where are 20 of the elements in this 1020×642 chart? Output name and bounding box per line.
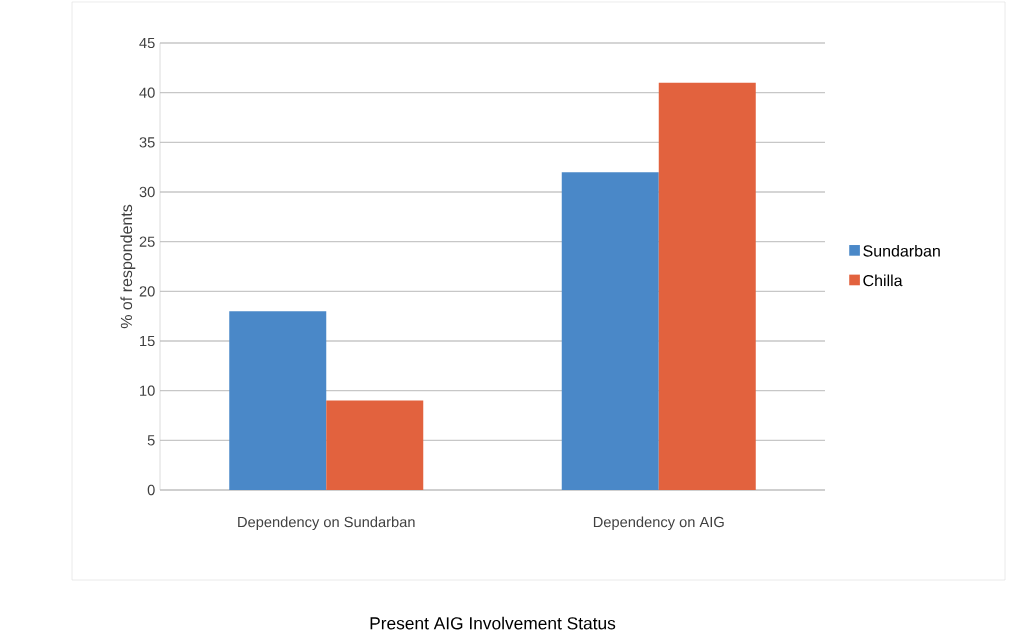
y-tick-label: 15 (140, 335, 155, 347)
y-axis-title: % of respondents (120, 204, 136, 329)
y-tick-label: 5 (147, 435, 155, 446)
bar (229, 311, 327, 490)
x-tick-label: Dependency on AIG (593, 516, 724, 531)
y-tick-label: 10 (140, 385, 155, 396)
legend-label: Sundarban (863, 244, 940, 257)
x-tick-label: Dependency on Sundarban (238, 516, 415, 531)
y-tick-label: 25 (139, 236, 155, 247)
y-tick-label: 40 (139, 87, 155, 98)
y-tick-label: 35 (139, 137, 155, 148)
x-axis-title: Present AIG Involvement Status (370, 616, 616, 630)
y-tick-label: 30 (139, 186, 155, 198)
bar (561, 172, 659, 490)
y-tick-label: 45 (139, 37, 155, 49)
bar (658, 82, 756, 490)
legend-label: Chilla (863, 274, 903, 287)
y-tick-label: 0 (147, 484, 155, 496)
bar (326, 400, 424, 490)
y-tick-label: 20 (139, 286, 155, 297)
